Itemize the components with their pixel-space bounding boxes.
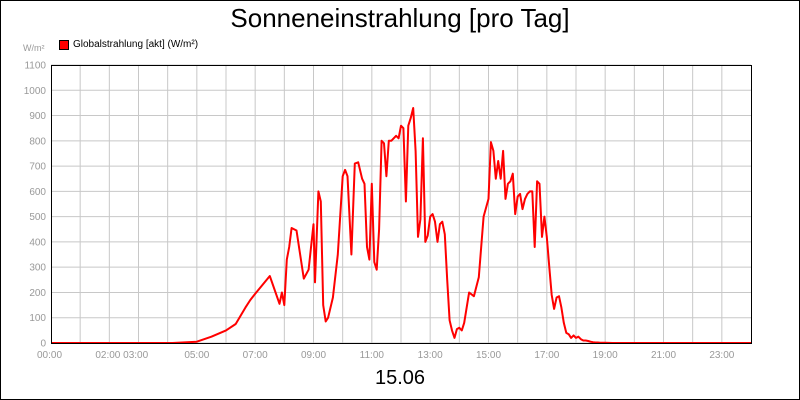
series-line-globalstrahlung: [51, 107, 751, 344]
x-tick-label: 13:00: [418, 350, 443, 361]
x-tick-label: 09:00: [301, 350, 326, 361]
y-tick-label: 900: [29, 111, 46, 122]
y-tick-label: 400: [29, 237, 46, 248]
x-tick-label: 07:00: [243, 350, 268, 361]
y-tick-label: 1100: [24, 61, 46, 72]
y-tick-label: 700: [29, 162, 46, 173]
y-tick-label: 300: [29, 263, 46, 274]
x-axis-date-label: 15.06: [374, 367, 426, 389]
x-tick-label: 05:00: [184, 350, 209, 361]
x-axis-ticks: 00:00 02:00 03:00 05:00 07:00 09:00 11:00 13:0…: [37, 350, 735, 361]
chart-title: Sonneneinstrahlung [pro Tag]: [230, 3, 570, 33]
legend-swatch: [59, 39, 69, 50]
x-tick-label: 11:00: [360, 350, 385, 361]
y-tick-label: 0: [40, 339, 46, 350]
x-tick-label: 17:00: [534, 350, 559, 361]
x-tick-label: 23:00: [709, 350, 734, 361]
y-axis-unit: W/m²: [23, 43, 45, 53]
y-axis-ticks: 0 100 200 300 400 500 600 700 800 900 1000 1100: [24, 61, 47, 350]
legend-label: Globalstrahlung [akt] (W/m²): [73, 39, 199, 50]
x-tick-label: 19:00: [593, 350, 618, 361]
y-tick-label: 1000: [24, 86, 47, 97]
x-tick-label: 00:00: [37, 350, 62, 361]
legend: Globalstrahlung [akt] (W/m²): [59, 39, 198, 50]
y-tick-label: 600: [29, 187, 46, 198]
x-tick-label: 15:00: [476, 350, 501, 361]
y-tick-label: 800: [29, 136, 46, 147]
y-tick-label: 500: [29, 212, 46, 223]
y-tick-label: 200: [29, 288, 46, 299]
grid-lines: [51, 64, 751, 344]
y-tick-label: 100: [29, 313, 46, 324]
x-tick-label: 21:00: [651, 350, 676, 361]
x-tick-label: 02:00 03:00: [95, 350, 148, 361]
plot-border: [51, 65, 752, 344]
